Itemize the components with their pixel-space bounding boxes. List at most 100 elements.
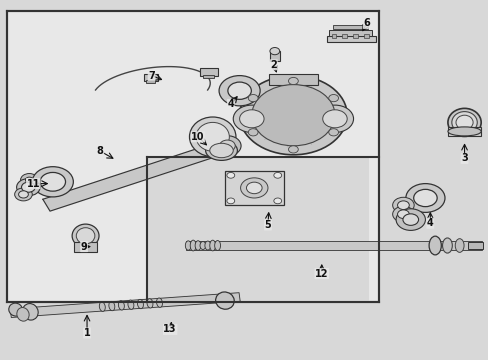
Text: 3: 3: [460, 153, 467, 163]
Bar: [332, 25, 367, 29]
Circle shape: [219, 140, 235, 152]
Circle shape: [273, 172, 281, 178]
Ellipse shape: [205, 140, 237, 161]
Circle shape: [213, 136, 241, 156]
Circle shape: [25, 177, 33, 183]
Ellipse shape: [209, 143, 233, 158]
Text: 9: 9: [81, 242, 87, 252]
Ellipse shape: [9, 303, 22, 316]
Bar: [268, 74, 317, 85]
Ellipse shape: [128, 300, 134, 309]
Text: 10: 10: [191, 132, 204, 142]
Circle shape: [233, 105, 270, 132]
Bar: [342, 34, 346, 38]
Bar: [200, 68, 217, 76]
Text: 4: 4: [227, 99, 234, 109]
Bar: [74, 242, 97, 252]
Ellipse shape: [451, 112, 476, 133]
Circle shape: [328, 94, 338, 102]
Text: 2: 2: [270, 60, 277, 70]
Ellipse shape: [209, 240, 215, 251]
Ellipse shape: [185, 241, 191, 250]
Circle shape: [328, 129, 338, 136]
Ellipse shape: [189, 117, 236, 157]
Text: 12: 12: [314, 269, 328, 279]
Ellipse shape: [214, 240, 220, 251]
Text: 13: 13: [163, 324, 177, 334]
Circle shape: [413, 189, 436, 207]
Bar: [51, 171, 63, 192]
Bar: [7, 11, 378, 302]
Circle shape: [226, 172, 234, 178]
Circle shape: [405, 184, 444, 212]
Circle shape: [17, 179, 40, 196]
Ellipse shape: [200, 242, 205, 249]
Ellipse shape: [204, 241, 210, 250]
Ellipse shape: [215, 292, 234, 309]
Bar: [328, 30, 371, 36]
Circle shape: [246, 182, 262, 194]
Circle shape: [392, 197, 413, 213]
Ellipse shape: [147, 299, 153, 308]
Text: 4: 4: [426, 218, 433, 228]
Circle shape: [273, 198, 281, 204]
Ellipse shape: [137, 300, 143, 309]
Bar: [144, 74, 158, 81]
Circle shape: [20, 174, 38, 186]
Bar: [447, 127, 480, 136]
Circle shape: [15, 188, 32, 201]
Ellipse shape: [156, 298, 162, 307]
Ellipse shape: [196, 122, 229, 151]
Circle shape: [227, 82, 251, 99]
Bar: [146, 157, 368, 302]
Bar: [352, 34, 357, 38]
Bar: [146, 80, 155, 83]
Ellipse shape: [455, 115, 472, 130]
Bar: [468, 242, 482, 249]
Circle shape: [397, 210, 408, 219]
Bar: [203, 75, 213, 78]
Circle shape: [219, 76, 260, 106]
Ellipse shape: [17, 307, 29, 321]
Ellipse shape: [22, 303, 38, 320]
Circle shape: [251, 85, 334, 146]
Circle shape: [19, 191, 28, 198]
Bar: [363, 34, 368, 38]
Ellipse shape: [76, 228, 95, 244]
Text: 7: 7: [148, 71, 155, 81]
Text: 6: 6: [363, 18, 369, 28]
Circle shape: [288, 146, 298, 153]
Circle shape: [248, 129, 258, 136]
Circle shape: [288, 77, 298, 85]
Bar: [326, 36, 375, 42]
Ellipse shape: [454, 239, 463, 252]
Ellipse shape: [190, 240, 196, 251]
Circle shape: [240, 178, 267, 198]
Bar: [224, 171, 283, 205]
Ellipse shape: [428, 236, 441, 255]
Ellipse shape: [99, 302, 105, 311]
Polygon shape: [43, 140, 230, 211]
Circle shape: [239, 76, 346, 155]
Ellipse shape: [118, 301, 124, 310]
Text: 5: 5: [264, 220, 271, 230]
Circle shape: [32, 167, 73, 197]
Circle shape: [316, 105, 353, 132]
Polygon shape: [10, 293, 240, 318]
Bar: [331, 34, 336, 38]
Circle shape: [226, 198, 234, 204]
Text: 1: 1: [83, 328, 90, 338]
Text: 11: 11: [26, 179, 40, 189]
Circle shape: [21, 182, 35, 192]
Circle shape: [248, 94, 258, 102]
Text: 8: 8: [97, 146, 103, 156]
Circle shape: [392, 206, 413, 222]
Circle shape: [397, 201, 408, 210]
Bar: [269, 51, 279, 61]
Circle shape: [40, 172, 65, 191]
Ellipse shape: [442, 238, 451, 253]
Circle shape: [402, 214, 418, 225]
Ellipse shape: [447, 127, 480, 136]
Circle shape: [322, 110, 346, 128]
Ellipse shape: [72, 224, 99, 248]
